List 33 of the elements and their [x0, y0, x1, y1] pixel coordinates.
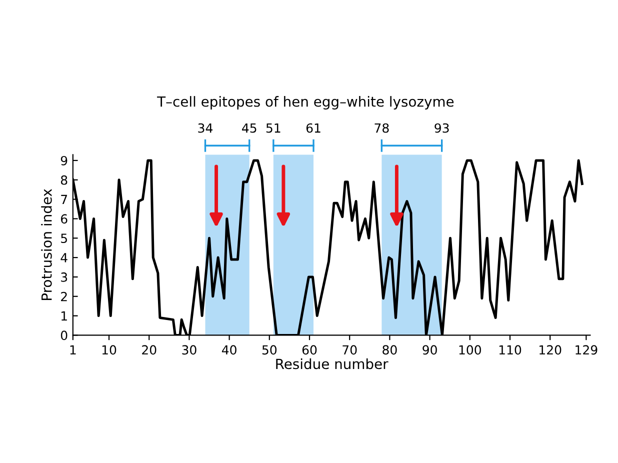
- x2-tick-label: 93: [434, 123, 449, 133]
- x-tick-label: 40: [222, 345, 236, 355]
- y-tick-label: 7: [61, 194, 67, 204]
- x-tick-label: 30: [182, 345, 196, 355]
- x2-tick-label: 61: [306, 123, 320, 133]
- x-tick-label: 50: [262, 345, 277, 355]
- y-tick-label: 0: [60, 330, 68, 340]
- y-tick-label: 1: [61, 311, 67, 321]
- chart-title: T–cell epitopes of hen egg–white lysozyme: [157, 96, 454, 110]
- x-axis-title: Residue number: [276, 358, 388, 370]
- x-tick-label: 129: [576, 345, 598, 355]
- y-tick-label: 8: [60, 175, 68, 185]
- x-tick-label: 70: [342, 345, 357, 355]
- x2-tick-label: 51: [266, 123, 280, 133]
- x-tick-label: 1: [70, 345, 76, 354]
- y-tick-label: 9: [60, 156, 68, 166]
- x2-tick-label: 34: [198, 123, 212, 133]
- y-tick-label: 2: [61, 292, 67, 302]
- x2-tick-label: 78: [374, 123, 389, 133]
- y-tick-label: 6: [60, 214, 68, 224]
- x-tick-label: 60: [302, 345, 317, 355]
- x-tick-label: 110: [499, 345, 522, 355]
- x-tick-label: 120: [540, 345, 562, 355]
- y-axis-title: Protrusion index: [41, 188, 52, 300]
- x-tick-label: 100: [459, 345, 481, 355]
- y-tick-label: 5: [61, 234, 67, 244]
- y-tick-label: 3: [61, 272, 68, 282]
- x2-tick-label: 45: [242, 123, 256, 133]
- x-tick-label: 20: [142, 345, 156, 355]
- x-tick-label: 90: [422, 345, 437, 355]
- x-tick-label: 10: [102, 345, 116, 355]
- y-tick-label: 4: [60, 253, 68, 262]
- x-tick-label: 80: [382, 345, 397, 355]
